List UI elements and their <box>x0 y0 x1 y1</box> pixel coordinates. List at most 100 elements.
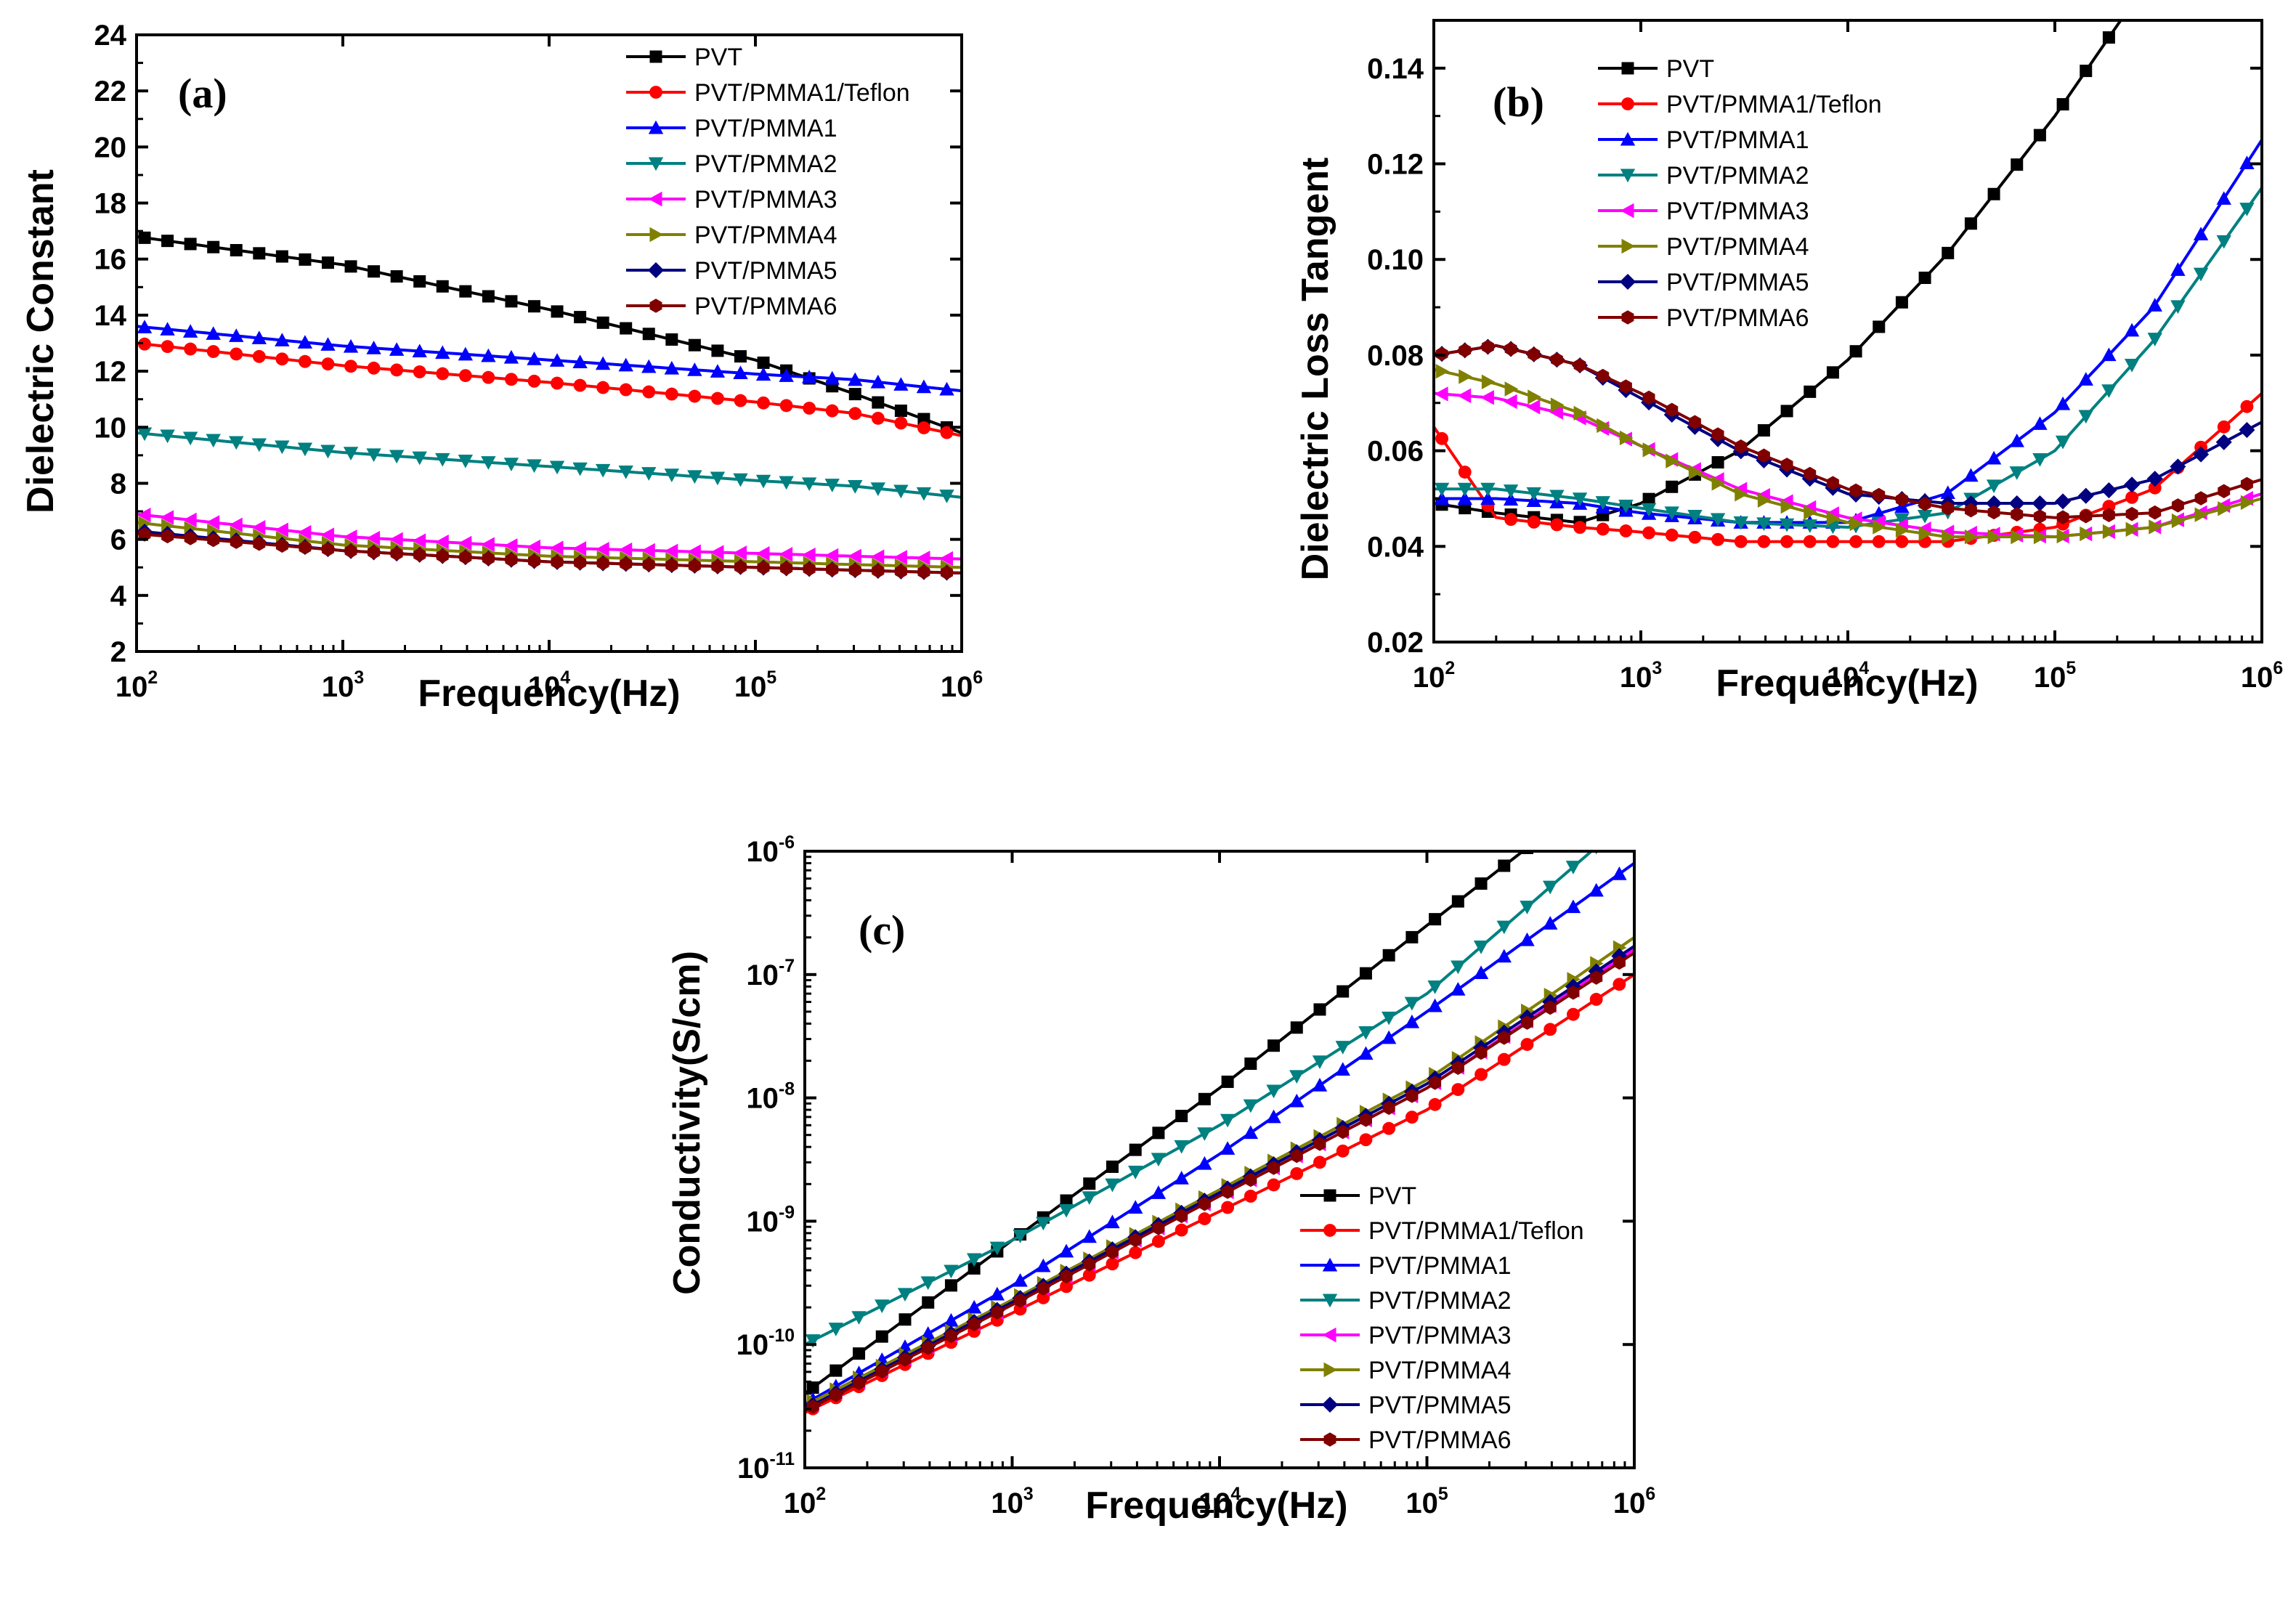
data-point <box>1405 931 1418 943</box>
data-point <box>689 339 701 352</box>
x-tick-label: 103 <box>1620 659 1662 694</box>
series-pvt <box>1434 0 2262 528</box>
data-point <box>413 365 426 378</box>
data-point <box>2078 488 2094 504</box>
legend-item: PVT/PMMA1/Teflon <box>626 79 910 107</box>
legend-item: PVT/PMMA3 <box>626 186 837 214</box>
data-point <box>1313 1078 1327 1092</box>
y-tick-label: 0.04 <box>1367 531 1424 563</box>
x-tick-base: 10 <box>991 1487 1023 1519</box>
data-point <box>643 328 655 340</box>
data-point <box>1289 1094 1304 1108</box>
data-point <box>829 1323 843 1336</box>
data-point <box>596 381 609 394</box>
x-tick-base: 10 <box>2034 662 2066 694</box>
data-point <box>2149 505 2161 520</box>
data-point <box>1613 771 1626 783</box>
data-point <box>459 369 472 382</box>
data-point <box>1220 1114 1235 1128</box>
data-point <box>2032 495 2048 511</box>
legend-label: PVT/PMMA4 <box>1666 233 1809 261</box>
x-tick-base: 10 <box>1413 662 1445 694</box>
y-tick-label: 10-8 <box>746 1080 795 1115</box>
data-point <box>1452 896 1464 908</box>
data-point <box>1988 188 2000 200</box>
x-tick-exponent: 6 <box>1645 1485 1655 1504</box>
panel-tag: (b) <box>1493 78 1544 126</box>
data-point <box>1360 1133 1373 1146</box>
data-point <box>1036 1217 1050 1230</box>
legend-marker <box>1324 1363 1338 1377</box>
data-point <box>2032 453 2047 467</box>
legend-marker <box>648 262 664 278</box>
data-point <box>642 386 655 399</box>
data-point <box>1850 345 1862 357</box>
data-point <box>207 345 220 358</box>
data-point <box>1757 535 1770 548</box>
data-point <box>1758 424 1770 437</box>
data-point <box>734 350 747 362</box>
data-point <box>1175 1110 1188 1122</box>
y-tick-label: 10-9 <box>746 1203 795 1238</box>
x-tick-label: 106 <box>1613 1485 1655 1519</box>
legend-label: PVT/PMMA3 <box>694 186 837 214</box>
data-point <box>436 368 449 381</box>
data-point <box>990 1287 1005 1301</box>
legend-label: PVT/PMMA4 <box>1368 1357 1511 1384</box>
data-point <box>1174 1171 1188 1185</box>
series-line <box>1434 0 2262 522</box>
data-point <box>299 355 312 368</box>
data-point <box>2172 498 2184 513</box>
data-point <box>275 352 288 365</box>
y-tick-base: 10 <box>746 1083 779 1115</box>
data-point <box>1289 1070 1304 1084</box>
data-point <box>688 390 701 403</box>
data-point <box>1197 1156 1212 1170</box>
data-point <box>1222 1076 1234 1088</box>
data-point <box>1528 516 1541 529</box>
legend-label: PVT/PMMA4 <box>694 222 837 249</box>
y-tick-label: 16 <box>94 244 127 276</box>
legend-label: PVT <box>694 44 742 71</box>
data-point <box>1781 405 1793 417</box>
data-point <box>482 371 495 384</box>
plot-area <box>1434 0 2262 548</box>
data-point <box>734 394 747 407</box>
y-tick-label: 0.14 <box>1367 53 1424 85</box>
legend-label: PVT <box>1368 1182 1416 1210</box>
data-point <box>1613 978 1626 991</box>
legend-item: PVT <box>1300 1182 1416 1210</box>
data-point <box>1382 1012 1396 1026</box>
data-point <box>1521 1038 1534 1051</box>
legend-marker <box>1323 1224 1336 1237</box>
data-point <box>875 1299 889 1313</box>
legend-marker <box>650 227 664 242</box>
legend-label: PVT/PMMA2 <box>1666 162 1809 190</box>
data-point <box>574 379 587 392</box>
data-point <box>853 1347 865 1360</box>
y-tick-label: 8 <box>110 468 126 500</box>
data-point <box>780 399 793 412</box>
data-point <box>1336 1145 1350 1158</box>
data-point <box>2125 491 2138 504</box>
data-point <box>1267 1039 1280 1052</box>
series-line <box>1434 346 2262 503</box>
data-point <box>1336 1062 1350 1076</box>
data-point <box>1360 967 1372 980</box>
data-point <box>1498 1053 1511 1066</box>
legend-item: PVT/PMMA4 <box>626 222 837 249</box>
data-point <box>1612 821 1626 835</box>
legend-item: PVT/PMMA1 <box>626 115 837 142</box>
data-point <box>1244 1125 1258 1139</box>
y-tick-label: 14 <box>94 300 127 332</box>
data-point <box>2195 491 2207 505</box>
data-point <box>1451 1083 1464 1096</box>
data-point <box>322 357 335 370</box>
legend-item: PVT <box>626 44 742 71</box>
y-tick-label: 0.10 <box>1367 244 1424 276</box>
data-point <box>1128 1166 1143 1179</box>
data-point <box>1544 824 1557 836</box>
legend-label: PVT/PMMA5 <box>694 257 837 285</box>
legend-item: PVT/PMMA4 <box>1598 233 1809 261</box>
panel-c-conductivity: 102 103 104 105 10610-1110-1010-910-810-710-… <box>666 765 1655 1527</box>
